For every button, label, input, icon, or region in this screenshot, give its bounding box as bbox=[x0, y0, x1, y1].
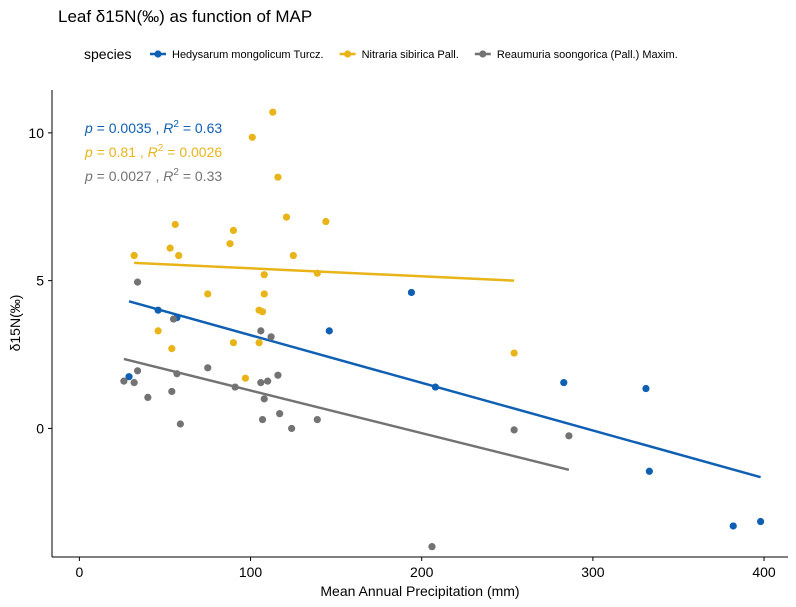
legend: species Hedysarum mongolicum Turcz. Nitra… bbox=[84, 46, 678, 62]
fit-line-series-2 bbox=[134, 261, 515, 282]
data-point-series-3 bbox=[258, 415, 267, 424]
data-point-series-3 bbox=[313, 415, 321, 424]
x-axis-label: Mean Annual Precipitation (mm) bbox=[320, 583, 519, 599]
legend-label-series-1: Hedysarum mongolicum Turcz. bbox=[172, 49, 324, 61]
data-point-series-1 bbox=[325, 327, 333, 335]
fit-line-series-1 bbox=[128, 300, 761, 479]
data-point-series-3 bbox=[120, 377, 128, 385]
data-point-series-3 bbox=[173, 370, 181, 378]
data-point-series-1 bbox=[642, 384, 650, 393]
legend-key-point bbox=[344, 50, 352, 58]
data-point-series-2 bbox=[258, 308, 267, 316]
data-point-series-3 bbox=[274, 371, 282, 379]
legend-label-series-3: Reaumuria soongorica (Pall.) Maxim. bbox=[497, 49, 678, 61]
data-point-series-2 bbox=[510, 349, 518, 357]
data-point-series-2 bbox=[166, 244, 174, 252]
data-point-series-3 bbox=[204, 364, 212, 372]
stat-label-series-3: p = 0.0027 , R2 = 0.33 bbox=[84, 167, 222, 184]
data-point-series-2 bbox=[175, 251, 183, 260]
data-point-series-1 bbox=[645, 467, 653, 475]
data-point-series-3 bbox=[510, 426, 518, 434]
data-point-series-2 bbox=[322, 217, 330, 226]
data-point-series-2 bbox=[229, 339, 238, 347]
data-point-series-2 bbox=[204, 290, 212, 298]
legend-label-series-2: Nitraria sibirica Pall. bbox=[362, 49, 459, 61]
x-tick-label: 300 bbox=[581, 564, 605, 580]
data-point-series-2 bbox=[255, 339, 263, 347]
data-point-series-3 bbox=[133, 367, 142, 375]
legend-key-point bbox=[154, 50, 162, 58]
x-tick-label: 0 bbox=[75, 564, 83, 580]
data-point-series-2 bbox=[260, 271, 268, 279]
data-point-series-1 bbox=[154, 306, 162, 314]
x-tick-label: 400 bbox=[752, 564, 776, 580]
stat-label-series-1: p = 0.0035 , R2 = 0.63 bbox=[84, 119, 222, 136]
y-tick-label: 0 bbox=[36, 420, 44, 436]
data-point-series-3 bbox=[144, 393, 152, 401]
data-point-series-2 bbox=[289, 251, 297, 260]
data-point-series-3 bbox=[260, 395, 268, 403]
y-tick-label: 5 bbox=[36, 273, 44, 289]
chart-title: Leaf δ15N(‰) as function of MAP bbox=[58, 7, 312, 26]
data-point-series-3 bbox=[231, 383, 239, 391]
data-point-series-1 bbox=[757, 517, 765, 526]
data-point-series-3 bbox=[267, 333, 275, 341]
data-point-series-3 bbox=[288, 424, 296, 433]
data-point-series-1 bbox=[407, 288, 416, 297]
data-point-series-2 bbox=[171, 220, 179, 229]
legend-key-point bbox=[479, 50, 487, 58]
data-point-series-3 bbox=[565, 432, 573, 440]
stat-annotations: p = 0.0035 , R2 = 0.63 p = 0.81 , R2 = 0.… bbox=[84, 119, 222, 184]
data-point-series-2 bbox=[226, 240, 234, 248]
data-point-series-1 bbox=[729, 522, 737, 530]
data-point-series-1 bbox=[560, 379, 568, 387]
data-point-series-3 bbox=[257, 327, 265, 335]
data-point-series-3 bbox=[169, 315, 178, 323]
legend-title: species bbox=[84, 46, 131, 62]
stat-label-series-2: p = 0.81 , R2 = 0.0026 bbox=[84, 143, 222, 160]
data-point-series-3 bbox=[130, 379, 138, 387]
data-point-series-3 bbox=[264, 377, 272, 385]
x-tick-label: 100 bbox=[239, 564, 263, 580]
data-point-series-2 bbox=[248, 133, 256, 141]
data-point-series-1 bbox=[431, 383, 440, 391]
data-point-series-2 bbox=[269, 108, 277, 116]
data-point-series-2 bbox=[229, 226, 238, 234]
data-point-series-3 bbox=[276, 410, 284, 418]
data-point-series-2 bbox=[130, 251, 138, 260]
fit-line-series-3 bbox=[123, 357, 570, 472]
data-point-series-3 bbox=[176, 420, 184, 428]
data-point-series-3 bbox=[428, 543, 436, 551]
data-point-series-3 bbox=[168, 387, 176, 396]
data-point-series-3 bbox=[133, 278, 142, 286]
data-point-series-2 bbox=[260, 290, 268, 298]
y-axis-label: δ15N(‰) bbox=[7, 295, 23, 352]
data-point-series-3 bbox=[257, 379, 265, 387]
plot-panel: 0 100 200 300 400 0 5 10 bbox=[28, 90, 788, 580]
data-point-series-2 bbox=[282, 213, 291, 221]
data-point-series-1 bbox=[125, 373, 133, 381]
y-tick-label: 10 bbox=[28, 125, 44, 141]
data-point-series-2 bbox=[274, 173, 282, 181]
data-point-series-2 bbox=[313, 269, 321, 277]
data-point-series-2 bbox=[168, 345, 176, 353]
data-point-series-2 bbox=[241, 374, 250, 382]
x-tick-label: 200 bbox=[410, 564, 434, 580]
data-point-series-2 bbox=[154, 327, 162, 335]
